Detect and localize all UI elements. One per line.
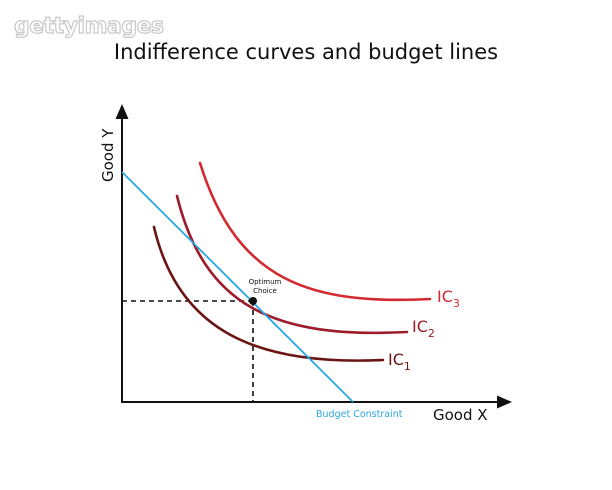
indifference-curve-ic3 bbox=[198, 161, 432, 302]
x-axis-arrow-icon bbox=[497, 395, 512, 409]
indifference-curve-ic1 bbox=[152, 225, 385, 362]
ic3-label-sub: 3 bbox=[453, 297, 460, 310]
ic2-label-main: IC bbox=[412, 317, 428, 336]
ic2-label-sub: 2 bbox=[428, 327, 435, 340]
diagram-title: Indifference curves and budget lines bbox=[114, 40, 498, 64]
optimum-label-line1: Optimum bbox=[249, 278, 282, 286]
budget-constraint-line bbox=[121, 171, 354, 403]
y-axis-label: Good Y bbox=[99, 128, 117, 182]
optimum-label-line2: Choice bbox=[253, 287, 277, 295]
indifference-curve-ic2 bbox=[175, 194, 409, 335]
optimum-point bbox=[249, 297, 257, 305]
watermark-logo: gettyimages bbox=[14, 14, 164, 39]
ic3-label-main: IC bbox=[437, 287, 453, 306]
optimum-guides bbox=[122, 300, 254, 402]
budget-constraint-label: Budget Constraint bbox=[316, 409, 403, 420]
ic1-label-sub: 1 bbox=[404, 360, 411, 373]
axes bbox=[115, 104, 512, 409]
ic2-label: IC2 bbox=[412, 317, 435, 340]
ic1-label-main: IC bbox=[388, 350, 404, 369]
ic3-label: IC3 bbox=[437, 287, 460, 310]
ic1-label: IC1 bbox=[388, 350, 411, 373]
x-axis-label: Good X bbox=[433, 406, 488, 424]
y-axis-arrow-icon bbox=[115, 104, 129, 119]
